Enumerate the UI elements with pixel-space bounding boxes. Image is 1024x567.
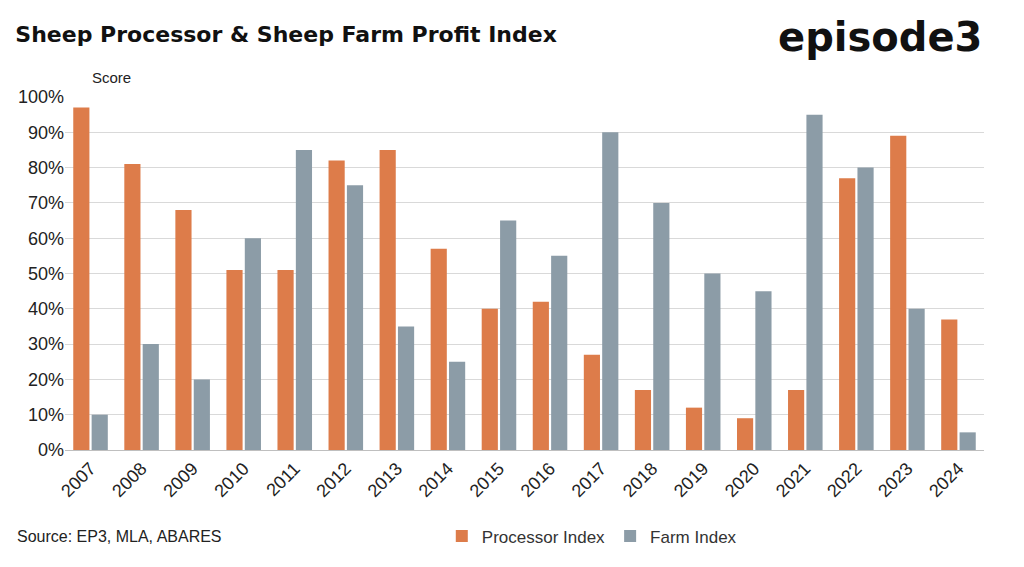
svg-text:90%: 90% — [28, 123, 64, 143]
svg-text:50%: 50% — [28, 264, 64, 284]
svg-text:2011: 2011 — [262, 459, 304, 501]
svg-text:2024: 2024 — [925, 459, 967, 501]
svg-text:40%: 40% — [28, 299, 64, 319]
svg-text:2018: 2018 — [619, 459, 661, 501]
svg-text:2007: 2007 — [57, 459, 99, 501]
svg-text:2013: 2013 — [364, 459, 406, 501]
svg-text:2020: 2020 — [721, 459, 763, 501]
svg-text:0%: 0% — [38, 440, 64, 460]
svg-text:2017: 2017 — [568, 459, 610, 501]
svg-text:2010: 2010 — [210, 459, 252, 501]
svg-text:60%: 60% — [28, 229, 64, 249]
svg-text:100%: 100% — [18, 87, 64, 107]
svg-text:2012: 2012 — [313, 459, 355, 501]
svg-text:Processor Index: Processor Index — [482, 528, 605, 547]
svg-text:Sheep Processor & Sheep Farm P: Sheep Processor & Sheep Farm Profit Inde… — [15, 22, 557, 47]
svg-text:2023: 2023 — [874, 459, 916, 501]
svg-text:2015: 2015 — [466, 459, 508, 501]
svg-text:2009: 2009 — [159, 459, 201, 501]
svg-text:2016: 2016 — [517, 459, 559, 501]
svg-text:Source: EP3, MLA, ABARES: Source: EP3, MLA, ABARES — [17, 528, 222, 545]
svg-text:Farm Index: Farm Index — [650, 528, 736, 547]
svg-text:Score: Score — [92, 69, 131, 86]
svg-text:70%: 70% — [28, 193, 64, 213]
svg-text:30%: 30% — [28, 334, 64, 354]
svg-text:2008: 2008 — [108, 459, 150, 501]
svg-text:episode3: episode3 — [778, 14, 982, 60]
svg-text:2021: 2021 — [772, 459, 814, 501]
svg-text:20%: 20% — [28, 370, 64, 390]
svg-text:2014: 2014 — [415, 459, 457, 501]
svg-text:80%: 80% — [28, 158, 64, 178]
svg-text:2022: 2022 — [823, 459, 865, 501]
svg-text:10%: 10% — [28, 405, 64, 425]
svg-text:2019: 2019 — [670, 459, 712, 501]
